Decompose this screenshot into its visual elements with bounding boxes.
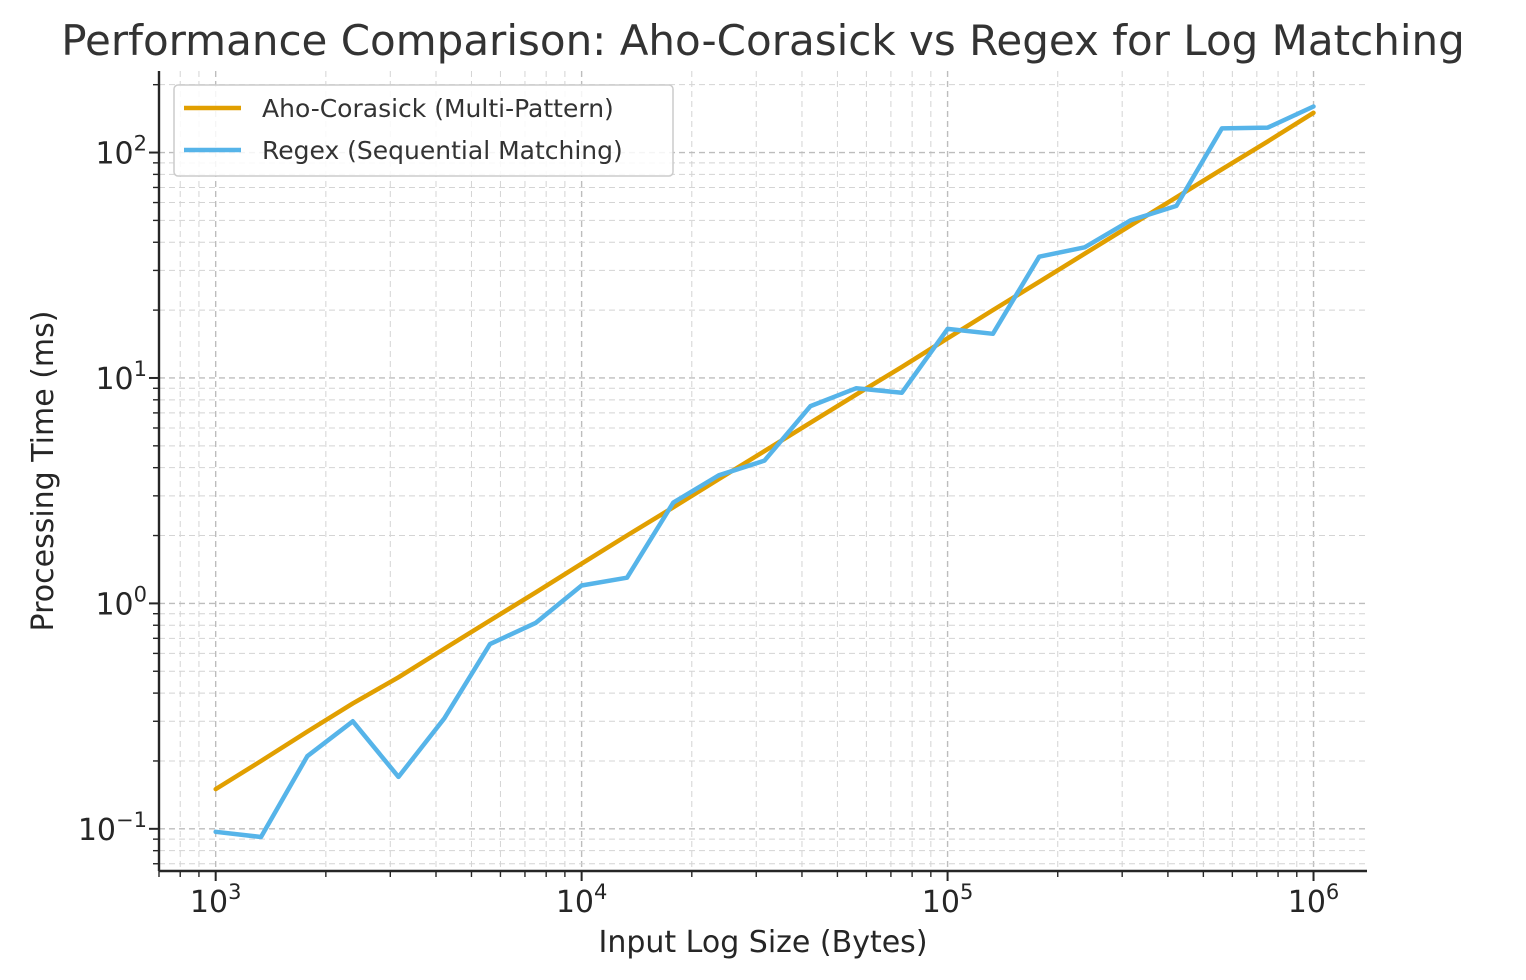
legend-label-regex: Regex (Sequential Matching) [262,136,623,165]
legend-box [173,84,674,177]
ticks: 103 104 105 106 10−1 100 101 102 [78,83,1340,920]
legend: Aho-Corasick (Multi-Pattern) Regex (Sequ… [173,84,674,177]
y-tick-label: 10−1 [78,808,147,848]
series-line-regex [213,104,1316,840]
x-tick-label: 106 [1288,880,1340,920]
x-tick-label: 104 [556,880,608,920]
series-lines [213,104,1316,840]
x-tick-label: 105 [922,880,974,920]
axes [157,71,1367,873]
y-tick-label: 100 [95,582,147,622]
y-axis-label: Processing Time (ms) [26,311,61,632]
legend-label-aho: Aho-Corasick (Multi-Pattern) [262,94,614,123]
grid-lines [158,71,1367,871]
y-tick-label: 102 [95,132,147,172]
series-line-aho-corasick [213,110,1316,792]
x-axis-label: Input Log Size (Bytes) [598,925,927,960]
y-tick-label: 101 [95,357,147,397]
x-tick-label: 103 [190,880,242,920]
chart-title: Performance Comparison: Aho-Corasick vs … [61,16,1465,65]
